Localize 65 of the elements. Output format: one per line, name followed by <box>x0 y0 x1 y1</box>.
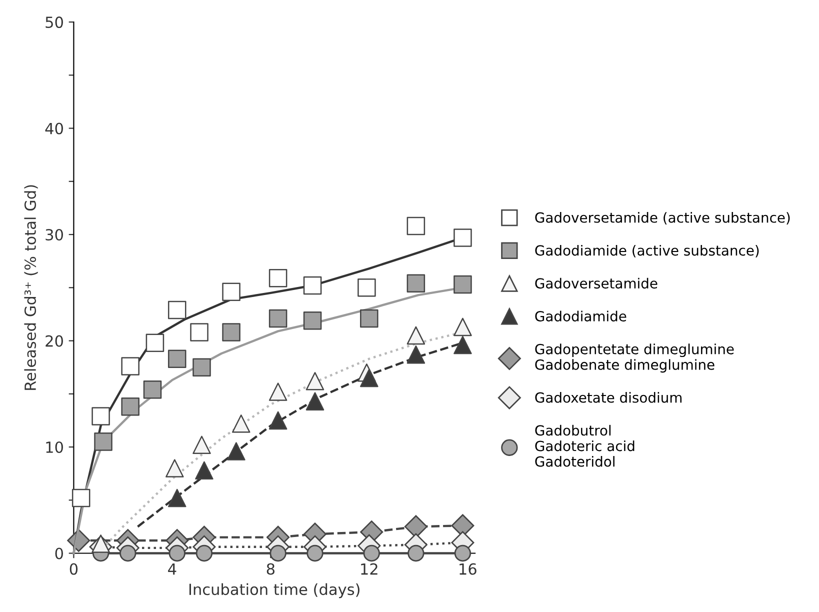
x-tick-label: 8 <box>266 563 274 575</box>
point <box>268 411 288 430</box>
x-tick-label: 16 <box>460 563 476 575</box>
point <box>92 407 110 426</box>
point <box>406 326 426 345</box>
point <box>454 544 472 562</box>
point <box>360 368 378 388</box>
legend-label: Gadodiamide (active substance) <box>535 244 759 258</box>
legend-label: Gadoversetamide <box>535 278 658 289</box>
point <box>408 544 424 562</box>
y-tick-label: 50 <box>46 16 63 28</box>
point <box>406 216 426 236</box>
point <box>196 544 213 562</box>
point <box>232 414 250 433</box>
point <box>121 357 140 376</box>
y-axis-title: Released Gd³⁺ (% total Gd) <box>24 185 38 390</box>
point <box>454 336 472 354</box>
legend-label: Gadobutrol Gadoteric acid Gadoteridol <box>535 424 634 467</box>
y-tick-label: 20 <box>46 335 63 347</box>
y-tick-label: 40 <box>45 122 63 134</box>
point <box>268 309 288 328</box>
point <box>168 544 186 562</box>
point <box>454 318 472 336</box>
point <box>120 544 136 562</box>
y-tick-label: 10 <box>46 441 63 454</box>
point <box>454 228 472 247</box>
y-tick-label: 30 <box>46 228 63 241</box>
point <box>360 309 378 328</box>
point <box>268 268 288 288</box>
y-tick-label: 0 <box>55 548 63 560</box>
point <box>454 275 472 294</box>
point <box>306 372 324 390</box>
point <box>303 276 322 295</box>
x-tick-label: 0 <box>70 563 78 575</box>
x-axis-title: Incubation time (days) <box>189 583 360 598</box>
point <box>195 461 214 480</box>
point <box>92 534 110 553</box>
point <box>168 300 186 320</box>
point <box>406 274 426 293</box>
point <box>72 488 90 508</box>
point <box>121 398 140 416</box>
point <box>94 432 112 451</box>
point <box>306 544 324 562</box>
point <box>192 358 211 376</box>
point <box>222 323 240 342</box>
x-tick-label: 12 <box>361 563 378 575</box>
point <box>406 345 426 364</box>
point <box>270 544 286 562</box>
point <box>192 436 211 454</box>
point <box>303 311 322 330</box>
point <box>227 442 246 460</box>
point <box>222 282 240 302</box>
point <box>363 544 380 562</box>
point <box>306 392 324 410</box>
point <box>168 350 186 368</box>
legend-label: Gadopentetate dimeglumine Gadobenate dimeglumine <box>535 344 734 373</box>
legend-label: Gadoxetate disodium <box>535 392 682 403</box>
x-tick-label: 4 <box>168 563 176 575</box>
legend-label: Gadoversetamide (active substance) <box>535 212 790 224</box>
point <box>168 488 186 508</box>
point <box>146 334 164 352</box>
point <box>143 380 162 399</box>
point <box>268 382 288 401</box>
point <box>166 459 184 478</box>
legend-label: Gadodiamide <box>535 310 626 322</box>
